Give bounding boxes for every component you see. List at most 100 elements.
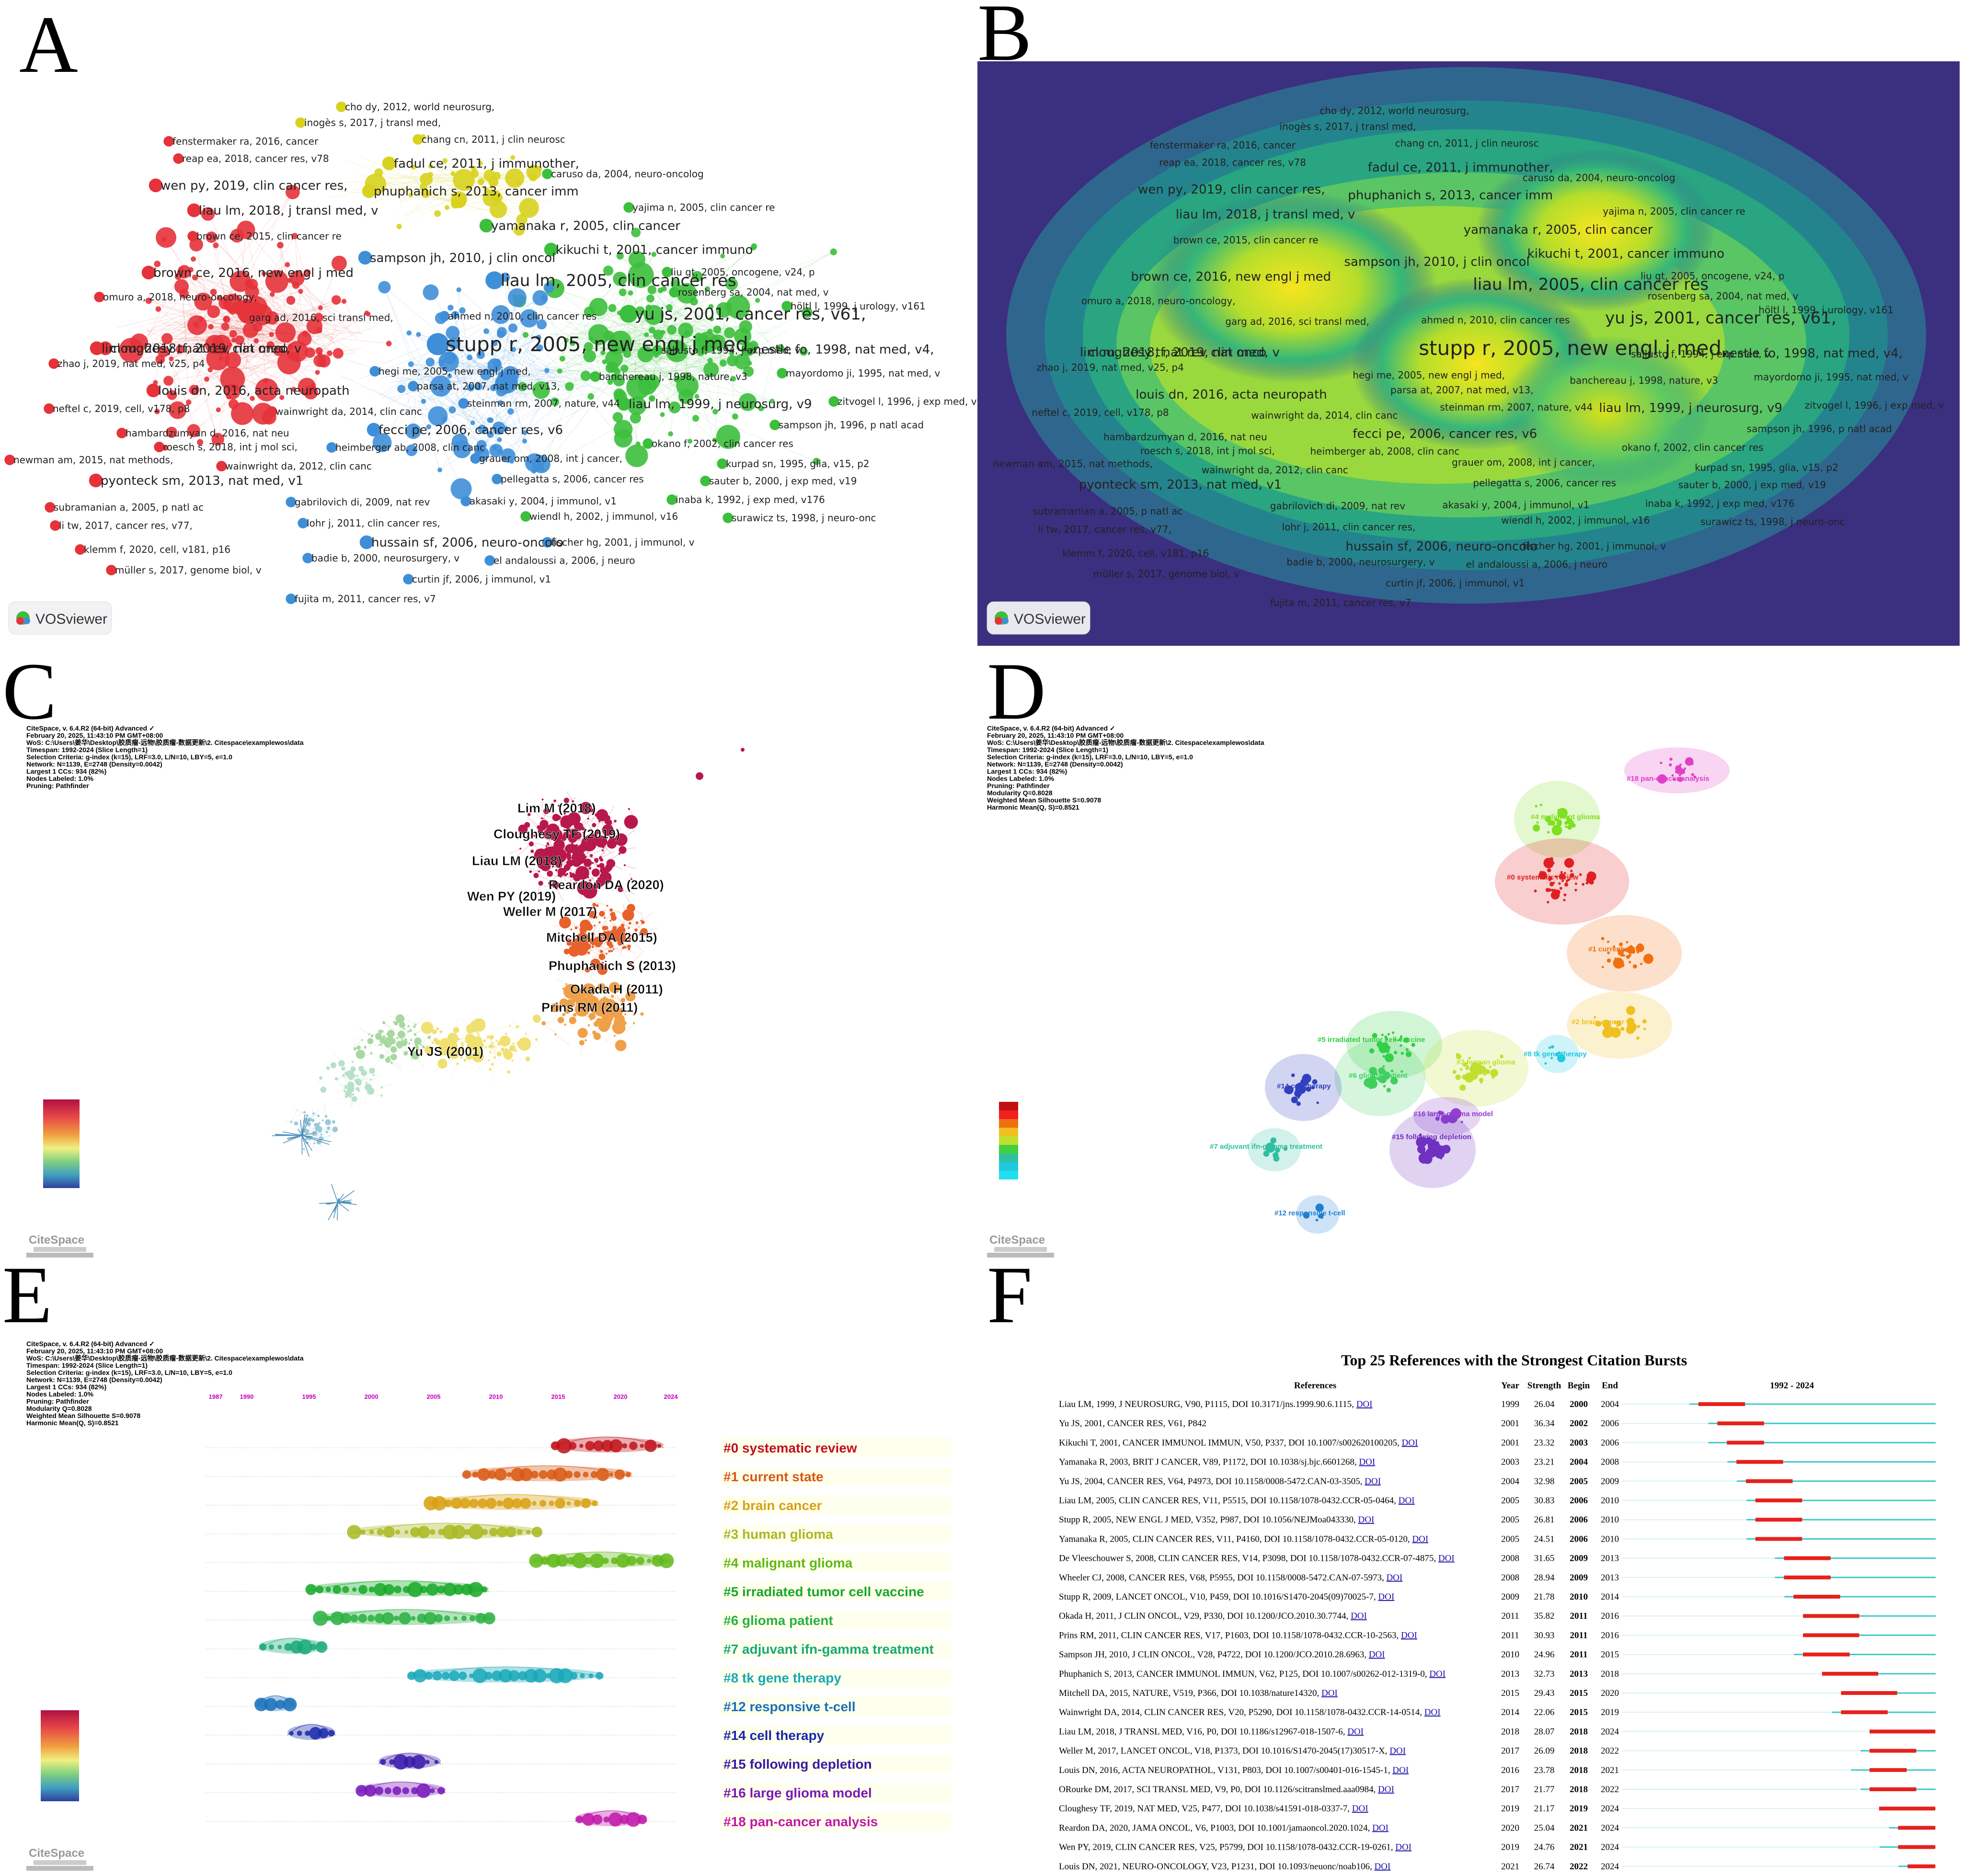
network-edge: [384, 287, 435, 411]
doi-link[interactable]: DOI: [1378, 1784, 1394, 1795]
cocitation-node: [533, 835, 535, 837]
timeline-node: [434, 1760, 438, 1764]
timeline-year-tick: 2010: [489, 1393, 503, 1400]
network-node: [450, 478, 472, 500]
cocitation-node: [475, 1038, 477, 1041]
network-node: [478, 160, 483, 166]
cocitation-node: [571, 843, 574, 846]
cocitation-node: [566, 828, 571, 833]
cocitation-node: [545, 845, 548, 847]
doi-link[interactable]: DOI: [1347, 1727, 1364, 1737]
timeline-cluster-label: #5 irradiated tumor cell vaccine: [723, 1584, 924, 1599]
svg-text:February 20, 2025, 11:43:10 PM: February 20, 2025, 11:43:10 PM GMT+08:00: [26, 1347, 163, 1355]
burst-year: 2021: [1501, 1862, 1519, 1872]
cocitation-node: [569, 872, 572, 874]
network-node-label: yu js, 2001, cancer res, v61,: [635, 305, 866, 324]
doi-link[interactable]: DOI: [1372, 1823, 1389, 1833]
network-edge: [212, 330, 320, 339]
network-node: [448, 406, 456, 413]
timeline-node: [532, 1669, 547, 1683]
doi-link[interactable]: DOI: [1412, 1534, 1428, 1544]
network-node: [529, 173, 537, 182]
network-edge: [760, 354, 774, 409]
network-edge: [460, 389, 509, 456]
doi-link[interactable]: DOI: [1429, 1669, 1446, 1679]
doi-link[interactable]: DOI: [1438, 1554, 1455, 1564]
doi-link[interactable]: DOI: [1321, 1688, 1338, 1698]
network-node: [194, 292, 212, 311]
density-label: newman am, 2015, nat methods,: [993, 458, 1153, 469]
network-edge: [297, 278, 359, 340]
network-node: [198, 317, 203, 322]
network-edge: [496, 191, 543, 198]
cocitation-node: [530, 849, 534, 853]
network-node-label: inaba k, 1992, j exp med, v176: [676, 494, 825, 505]
cocitation-edge: [566, 791, 574, 802]
network-node: [614, 420, 633, 439]
doi-link[interactable]: DOI: [1365, 1476, 1381, 1487]
vosviewer-logo[interactable]: VOSviewer: [8, 601, 112, 635]
cocitation-label: Reardon DA (2020): [549, 878, 664, 892]
cocitation-node: [361, 1070, 367, 1076]
doi-link[interactable]: DOI: [1399, 1496, 1415, 1506]
timeline-node: [602, 1557, 609, 1564]
network-node: [264, 318, 270, 324]
network-node-label: hussain sf, 2006, neuro-oncolo: [371, 536, 563, 550]
cluster-node: [1669, 763, 1672, 766]
vosviewer-logo-b[interactable]: VOSviewer: [987, 601, 1091, 635]
network-node: [670, 279, 680, 289]
network-node: [189, 385, 199, 395]
network-node: [536, 166, 542, 172]
network-node: [830, 248, 837, 255]
network-edge: [693, 360, 711, 362]
network-node: [408, 193, 413, 198]
doi-link[interactable]: DOI: [1392, 1765, 1409, 1775]
network-node: [448, 305, 454, 311]
network-node: [734, 354, 750, 370]
network-node: [442, 417, 448, 423]
cocitation-node: [567, 812, 581, 825]
doi-link[interactable]: DOI: [1378, 1592, 1394, 1602]
cocitation-node: [541, 1021, 546, 1026]
doi-link[interactable]: DOI: [1386, 1573, 1402, 1583]
svg-text:1992 - 2024: 1992 - 2024: [1770, 1381, 1814, 1391]
doi-link[interactable]: DOI: [1424, 1707, 1441, 1717]
network-edge: [449, 364, 491, 435]
doi-link[interactable]: DOI: [1352, 1804, 1368, 1814]
doi-link[interactable]: DOI: [1358, 1515, 1375, 1525]
doi-link[interactable]: DOI: [1374, 1862, 1390, 1872]
burst-strength: 26.09: [1534, 1746, 1555, 1756]
doi-link[interactable]: DOI: [1359, 1457, 1375, 1467]
cocitation-edge: [602, 843, 610, 851]
cocitation-node: [587, 1024, 590, 1027]
network-node-label: newman am, 2015, nat methods,: [13, 454, 173, 466]
doi-link[interactable]: DOI: [1402, 1438, 1418, 1448]
density-label: lohr j, 2011, clin cancer res,: [1282, 521, 1415, 533]
timeline-node: [426, 1583, 439, 1596]
cocitation-edge: [555, 1034, 570, 1045]
network-node: [603, 265, 614, 276]
density-label: neftel c, 2019, cell, v178, p8: [1032, 407, 1169, 418]
network-edge: [423, 136, 504, 176]
doi-link[interactable]: DOI: [1401, 1630, 1417, 1640]
cocitation-node: [610, 842, 613, 844]
cluster-node: [1601, 966, 1604, 969]
network-node: [336, 102, 347, 112]
density-label: höltl l, 1999, j urology, v161: [1758, 304, 1894, 316]
cocitation-node: [402, 1044, 404, 1047]
doi-link[interactable]: DOI: [1351, 1611, 1367, 1621]
cluster-node: [1618, 961, 1621, 964]
cocitation-node: [456, 1062, 459, 1065]
network-node: [161, 333, 173, 344]
network-node: [673, 376, 681, 383]
network-node: [187, 231, 198, 241]
doi-link[interactable]: DOI: [1389, 1746, 1406, 1756]
network-node-label: garg ad, 2016, sci transl med,: [249, 312, 393, 323]
cocitation-edge: [574, 836, 583, 837]
burst-end: 2004: [1601, 1399, 1619, 1409]
network-node: [327, 350, 333, 356]
doi-link[interactable]: DOI: [1356, 1399, 1373, 1409]
doi-link[interactable]: DOI: [1369, 1650, 1385, 1660]
network-node: [224, 383, 241, 400]
doi-link[interactable]: DOI: [1395, 1842, 1412, 1853]
